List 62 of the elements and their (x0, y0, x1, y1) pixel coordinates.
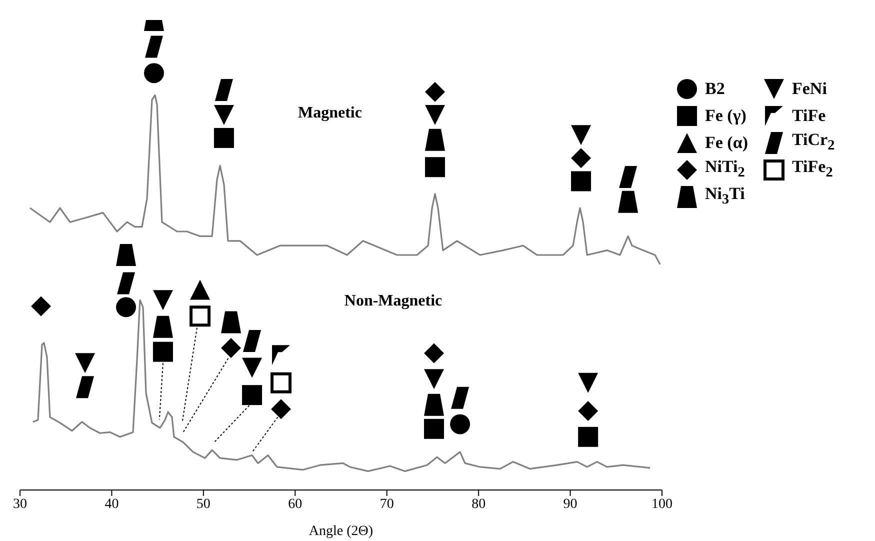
point (578, 372, 598, 393)
point (450, 414, 470, 434)
x-tick-label: 50 (196, 496, 210, 512)
point (242, 385, 262, 406)
legend-label: FeNi (792, 78, 827, 98)
x-tick-label: 60 (288, 496, 302, 512)
point (243, 330, 262, 352)
point (270, 372, 292, 394)
point (424, 418, 444, 439)
point (272, 345, 290, 366)
x-tick-label: 40 (104, 496, 119, 512)
point (214, 79, 233, 102)
point (152, 290, 173, 310)
annotation: Non-Magnetic (344, 292, 442, 310)
point (451, 386, 470, 409)
point (76, 376, 94, 398)
legend-label: Fe (α) (705, 132, 748, 152)
point (425, 157, 446, 178)
point (31, 296, 52, 316)
point (578, 401, 598, 422)
point (116, 297, 136, 318)
point (152, 316, 173, 338)
legend-label: Fe (γ) (705, 106, 746, 126)
x-tick-label: 80 (472, 496, 486, 512)
legend-label: NiTi$_{2}$ (705, 157, 745, 182)
legend-label: B2 (705, 78, 725, 98)
point (144, 36, 163, 58)
point (424, 343, 444, 364)
x-tick-label: 70 (380, 496, 394, 512)
x-tick-label: 30 (13, 496, 27, 512)
x-axis-title: Angle (2Θ) (308, 524, 374, 539)
annotation: Magnetic (298, 104, 362, 122)
point (242, 358, 262, 378)
point (425, 128, 446, 151)
point (424, 369, 444, 390)
point (214, 128, 234, 148)
point (424, 394, 444, 416)
legend-label: TiFe$_{2}$ (792, 157, 833, 182)
point (152, 342, 173, 362)
point (221, 311, 242, 334)
legend-label: Ni$_{3}$Ti (705, 184, 745, 209)
point (221, 338, 242, 358)
point (578, 426, 598, 447)
point (117, 272, 136, 294)
point (271, 399, 292, 420)
point (571, 171, 592, 192)
point (425, 104, 446, 125)
x-tick-label: 100 (652, 496, 672, 512)
legend-label: TiFe (792, 106, 826, 126)
point (619, 166, 638, 188)
point (190, 280, 210, 300)
point (144, 63, 164, 84)
point (190, 306, 211, 327)
point (571, 125, 592, 146)
point (214, 104, 234, 125)
point (75, 353, 96, 374)
point (571, 148, 592, 168)
x-tick-label: 90 (563, 496, 578, 512)
point (116, 244, 136, 266)
point (425, 82, 446, 102)
point (618, 190, 638, 213)
legend-label: TiCr$_{2}$ (792, 130, 835, 155)
